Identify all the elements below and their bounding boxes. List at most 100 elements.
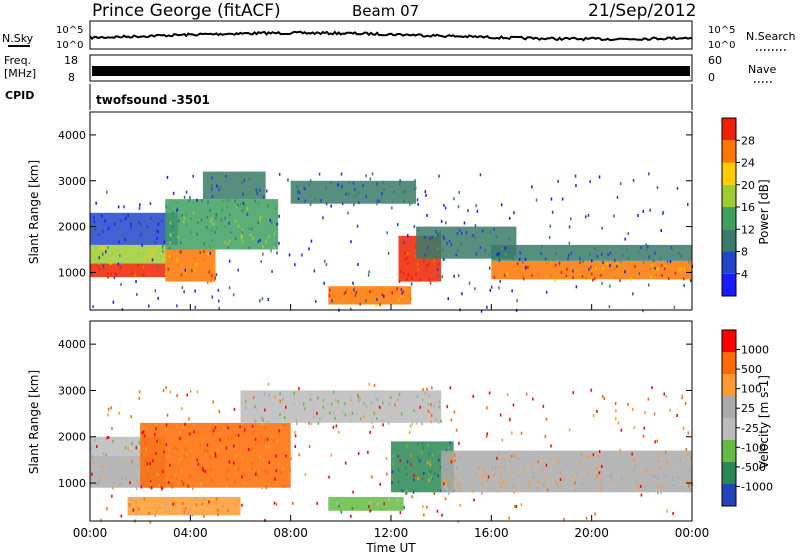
heatmap-speckle bbox=[502, 480, 504, 484]
heatmap-speckle bbox=[151, 486, 153, 489]
heatmap-speckle bbox=[354, 197, 356, 201]
heatmap-speckle bbox=[433, 491, 436, 495]
heatmap-point bbox=[373, 413, 376, 416]
heatmap-point bbox=[194, 289, 196, 293]
heatmap-speckle bbox=[448, 492, 450, 496]
heatmap-point bbox=[301, 253, 303, 257]
heatmap-speckle bbox=[107, 226, 110, 230]
heatmap-point bbox=[287, 178, 289, 182]
y-tick-label: 2000 bbox=[58, 431, 86, 444]
heatmap-cell bbox=[127, 496, 241, 516]
heatmap-speckle bbox=[536, 477, 538, 481]
heatmap-speckle bbox=[391, 291, 393, 295]
heatmap-point bbox=[138, 206, 141, 210]
heatmap-point bbox=[172, 502, 174, 506]
heatmap-speckle bbox=[177, 235, 179, 239]
heatmap-speckle bbox=[657, 267, 659, 271]
heatmap-speckle bbox=[154, 241, 157, 245]
colorbar-segment bbox=[722, 484, 736, 506]
heatmap-point bbox=[335, 424, 338, 428]
heatmap-point bbox=[457, 520, 459, 524]
heatmap-point bbox=[257, 240, 259, 244]
freq-label-line2: [MHz] bbox=[4, 67, 36, 80]
heatmap-speckle bbox=[606, 262, 608, 266]
heatmap-point bbox=[410, 456, 413, 460]
heatmap-point bbox=[136, 478, 138, 482]
heatmap-speckle bbox=[385, 408, 388, 412]
heatmap-speckle bbox=[375, 188, 377, 192]
heatmap-speckle bbox=[292, 394, 295, 398]
heatmap-speckle bbox=[272, 232, 275, 236]
heatmap-speckle bbox=[554, 263, 557, 267]
heatmap-speckle bbox=[483, 468, 485, 472]
heatmap-speckle bbox=[245, 192, 248, 196]
heatmap-point bbox=[328, 475, 330, 479]
heatmap-speckle bbox=[202, 509, 204, 513]
colorbar-segment bbox=[722, 184, 736, 208]
heatmap-point bbox=[419, 476, 422, 480]
y-tick-label: 4000 bbox=[58, 338, 86, 351]
heatmap-point bbox=[189, 432, 191, 436]
heatmap-speckle bbox=[164, 234, 166, 237]
heatmap-speckle bbox=[660, 491, 662, 495]
heatmap-speckle bbox=[434, 234, 436, 238]
heatmap-point bbox=[241, 503, 243, 507]
heatmap-speckle bbox=[266, 437, 269, 441]
heatmap-speckle bbox=[607, 471, 609, 475]
heatmap-speckle bbox=[179, 250, 182, 254]
colorbar-tick-label: 4 bbox=[741, 268, 748, 281]
heatmap-speckle bbox=[376, 202, 378, 206]
heatmap-point bbox=[666, 509, 668, 513]
heatmap-speckle bbox=[101, 247, 104, 251]
heatmap-speckle bbox=[296, 185, 298, 188]
heatmap-point bbox=[575, 285, 578, 289]
heatmap-point bbox=[531, 185, 533, 189]
heatmap-speckle bbox=[479, 246, 482, 249]
heatmap-point bbox=[267, 444, 270, 448]
heatmap-speckle bbox=[383, 199, 385, 203]
heatmap-point bbox=[594, 512, 596, 516]
heatmap-point bbox=[459, 503, 461, 507]
heatmap-speckle bbox=[428, 394, 431, 398]
heatmap-speckle bbox=[475, 247, 477, 251]
heatmap-speckle bbox=[614, 259, 616, 262]
heatmap-speckle bbox=[595, 468, 598, 471]
heatmap-speckle bbox=[494, 465, 497, 469]
heatmap-speckle bbox=[233, 461, 235, 465]
heatmap-point bbox=[369, 509, 371, 513]
heatmap-speckle bbox=[207, 281, 209, 284]
heatmap-speckle bbox=[610, 478, 613, 482]
heatmap-point bbox=[624, 270, 626, 274]
colorbar-segment bbox=[722, 374, 736, 396]
heatmap-point bbox=[512, 403, 515, 407]
heatmap-speckle bbox=[352, 181, 355, 185]
heatmap-speckle bbox=[545, 476, 548, 480]
heatmap-speckle bbox=[134, 500, 137, 504]
heatmap-speckle bbox=[161, 246, 164, 249]
heatmap-speckle bbox=[175, 501, 177, 505]
heatmap-point bbox=[648, 283, 650, 287]
heatmap-speckle bbox=[320, 199, 322, 203]
heatmap-speckle bbox=[195, 496, 198, 500]
noise-sky-label: N.Sky bbox=[2, 32, 34, 45]
heatmap-speckle bbox=[260, 415, 262, 419]
heatmap-speckle bbox=[230, 436, 233, 440]
heatmap-speckle bbox=[656, 476, 659, 480]
heatmap-speckle bbox=[422, 398, 424, 402]
heatmap-point bbox=[601, 394, 604, 398]
heatmap-speckle bbox=[109, 262, 112, 266]
heatmap-speckle bbox=[102, 477, 105, 481]
heatmap-speckle bbox=[160, 486, 163, 490]
heatmap-speckle bbox=[214, 264, 217, 268]
heatmap-point bbox=[369, 177, 372, 181]
heatmap-point bbox=[156, 509, 158, 513]
heatmap-point bbox=[654, 266, 656, 270]
heatmap-point bbox=[608, 305, 611, 309]
heatmap-speckle bbox=[156, 473, 159, 477]
heatmap-speckle bbox=[226, 470, 228, 474]
heatmap-speckle bbox=[348, 181, 350, 185]
heatmap-speckle bbox=[336, 501, 338, 505]
colorbar-segment bbox=[722, 140, 736, 163]
heatmap-speckle bbox=[349, 394, 352, 398]
heatmap-speckle bbox=[125, 216, 127, 220]
